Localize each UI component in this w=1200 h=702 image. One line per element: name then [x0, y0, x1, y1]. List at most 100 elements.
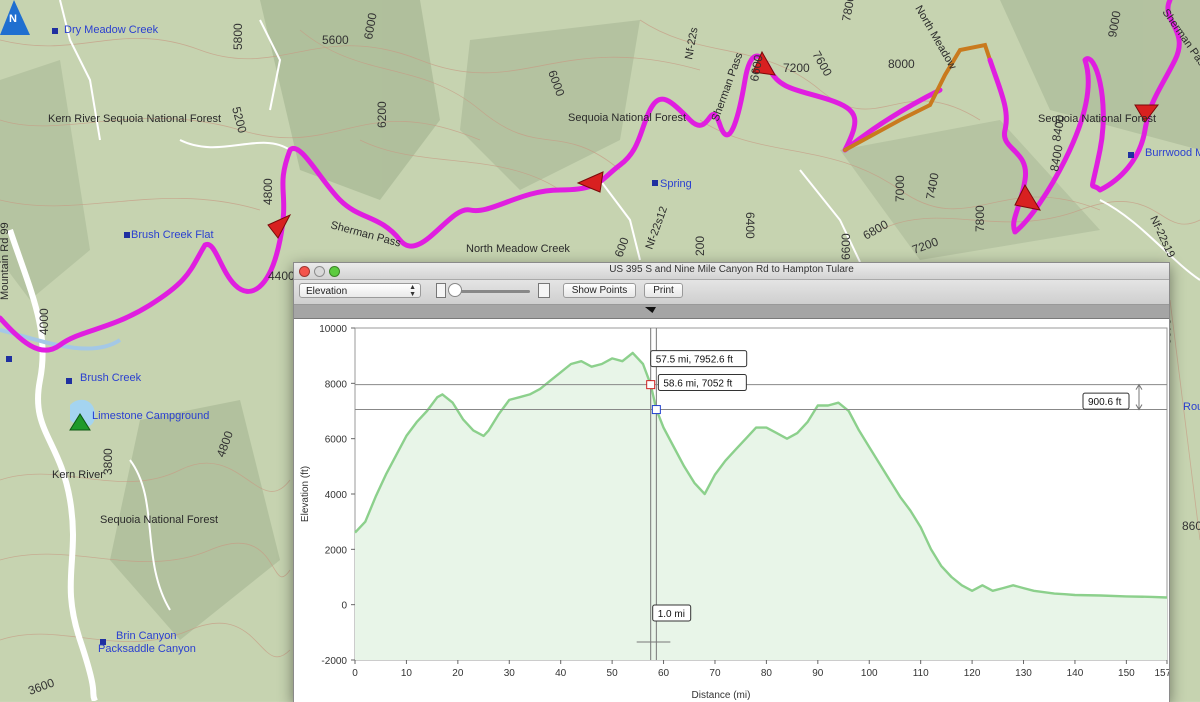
elevation-profile-window[interactable]: US 395 S and Nine Mile Canyon Rd to Hamp… — [293, 262, 1170, 702]
delta-arrow-up-icon — [1135, 383, 1143, 390]
direction-arrow-icon — [752, 50, 776, 76]
svg-text:4400: 4400 — [268, 269, 295, 283]
x-tick-label: 60 — [658, 668, 670, 679]
place-label: Sequoia National Forest — [568, 112, 686, 124]
x-tick-label: 10 — [401, 668, 413, 679]
poi-markers — [6, 28, 1134, 645]
cursor-a-point — [646, 380, 656, 390]
elevation-area — [355, 352, 1167, 660]
place-label: Kern River Sequoia National Forest — [48, 113, 221, 125]
place-label: Packsaddle Canyon — [98, 643, 196, 655]
y-tick-label: -2000 — [321, 656, 347, 667]
profile-type-value: Elevation — [306, 286, 348, 297]
campground-icon[interactable] — [69, 413, 91, 431]
svg-text:4000: 4000 — [37, 308, 51, 335]
x-tick-label: 20 — [452, 668, 464, 679]
x-tick-label: 50 — [607, 668, 619, 679]
zoom-in-icon[interactable] — [538, 283, 550, 298]
profile-ruler-bar[interactable] — [294, 305, 1169, 319]
y-tick-label: 4000 — [325, 490, 348, 501]
x-tick-label: 90 — [812, 668, 824, 679]
x-tick-label: 80 — [761, 668, 773, 679]
y-tick-label: 2000 — [325, 545, 348, 556]
zoom-out-icon[interactable] — [436, 283, 446, 298]
distance-delta-callout: 1.0 mi — [652, 604, 692, 622]
place-label: Brush Creek Flat — [131, 229, 214, 241]
place-label: Nf-22s — [683, 26, 701, 60]
svg-text:7800: 7800 — [973, 205, 987, 232]
profile-toolbar: Elevation ▲ ▼ Show Points Print — [294, 280, 1169, 305]
zoom-button[interactable] — [329, 266, 340, 277]
x-tick-label: 110 — [913, 668, 929, 679]
roads — [59, 0, 1200, 611]
direction-arrow-icon — [576, 171, 604, 193]
x-axis-title: Distance (mi) — [692, 690, 751, 701]
svg-text:600: 600 — [612, 235, 632, 259]
elevation-delta-callout-box — [1082, 392, 1130, 410]
x-tick-label: 130 — [1015, 668, 1032, 679]
y-tick-label: 0 — [341, 601, 347, 612]
svg-text:8400: 8400 — [1049, 113, 1067, 142]
cursor-overlay[interactable]: 57.5 mi, 7952.6 ft 58.6 mi, 7052 ft 900.6 … — [355, 328, 1167, 660]
y-tick-label: 6000 — [325, 435, 348, 446]
svg-text:6600: 6600 — [839, 233, 853, 260]
show-points-button[interactable]: Show Points — [563, 283, 636, 298]
elevation-delta-callout-text: 900.6 ft — [1088, 397, 1122, 408]
route-highlight-segment[interactable] — [843, 42, 992, 152]
elevation-line — [354, 351, 1168, 599]
y-tick-label: 10000 — [319, 324, 347, 335]
x-tick-label: 157.9 — [1154, 668, 1169, 679]
axes: 10000 8000 6000 4000 2000 0 -2000 0 10 20 30 40 50 60… — [319, 324, 1169, 679]
zoom-slider-track[interactable] — [450, 290, 530, 293]
window-title: US 395 S and Nine Mile Canyon Rd to Hamp… — [609, 264, 854, 275]
direction-arrow-icon — [1014, 183, 1042, 211]
direction-arrow-icon — [1134, 104, 1160, 123]
svg-text:5200: 5200 — [229, 105, 250, 135]
compass-icon[interactable]: N — [0, 0, 30, 35]
close-button[interactable] — [299, 266, 310, 277]
cursor-b-callout-box — [657, 374, 747, 392]
svg-text:7800: 7800 — [839, 0, 857, 23]
place-label: Brush Creek — [80, 372, 142, 384]
zoom-slider-knob[interactable] — [448, 283, 462, 297]
window-titlebar[interactable]: US 395 S and Nine Mile Canyon Rd to Hamp… — [294, 263, 1169, 280]
elevation-delta-callout: 900.6 ft — [1082, 392, 1130, 410]
plot-area — [354, 327, 1168, 661]
minimize-button[interactable] — [314, 266, 325, 277]
place-label: Spring — [660, 178, 692, 190]
cursor-marker-icon[interactable] — [645, 307, 656, 313]
x-tick-label: 140 — [1067, 668, 1084, 679]
place-label: Sequoia National Forest — [100, 514, 218, 526]
place-label: Mountain Rd 99 — [0, 222, 11, 300]
x-tick-label: 40 — [555, 668, 567, 679]
place-label: Kern River — [52, 469, 104, 481]
profile-type-select[interactable]: Elevation ▲ ▼ — [299, 283, 421, 298]
svg-text:7200: 7200 — [783, 61, 810, 75]
cursor-b-callout: 58.6 mi, 7052 ft — [657, 374, 747, 392]
x-tick-label: 150 — [1118, 668, 1135, 679]
distance-delta-callout-text: 1.0 mi — [658, 609, 685, 620]
place-label: Brin Canyon — [116, 630, 177, 642]
x-tick-label: 70 — [709, 668, 721, 679]
svg-text:6200: 6200 — [375, 101, 389, 128]
svg-text:8400: 8400 — [1047, 143, 1065, 172]
svg-text:3800: 3800 — [101, 448, 115, 475]
delta-arrow-down-icon — [1135, 404, 1143, 411]
x-tick-label: 30 — [504, 668, 516, 679]
svg-text:6600: 6600 — [747, 53, 765, 82]
elevation-chart[interactable]: 10000 8000 6000 4000 2000 0 -2000 0 10 20 30 40 50 60… — [294, 319, 1169, 702]
svg-text:6400: 6400 — [743, 212, 757, 239]
svg-text:6000: 6000 — [361, 11, 379, 40]
cursor-a-callout: 57.5 mi, 7952.6 ft — [650, 350, 748, 368]
cursor-a-callout-text: 57.5 mi, 7952.6 ft — [656, 355, 733, 366]
svg-text:5800: 5800 — [231, 23, 245, 50]
svg-text:200: 200 — [693, 236, 707, 256]
y-axis-title: Elevation (ft) — [300, 466, 311, 522]
cursor-b-point — [651, 405, 661, 415]
svg-text:4800: 4800 — [261, 178, 275, 205]
print-button[interactable]: Print — [644, 283, 683, 298]
svg-text:9000: 9000 — [1105, 9, 1123, 38]
select-arrows-icon: ▲ ▼ — [409, 284, 416, 298]
svg-text:7400: 7400 — [923, 171, 941, 200]
cursor-b-callout-text: 58.6 mi, 7052 ft — [663, 379, 732, 390]
